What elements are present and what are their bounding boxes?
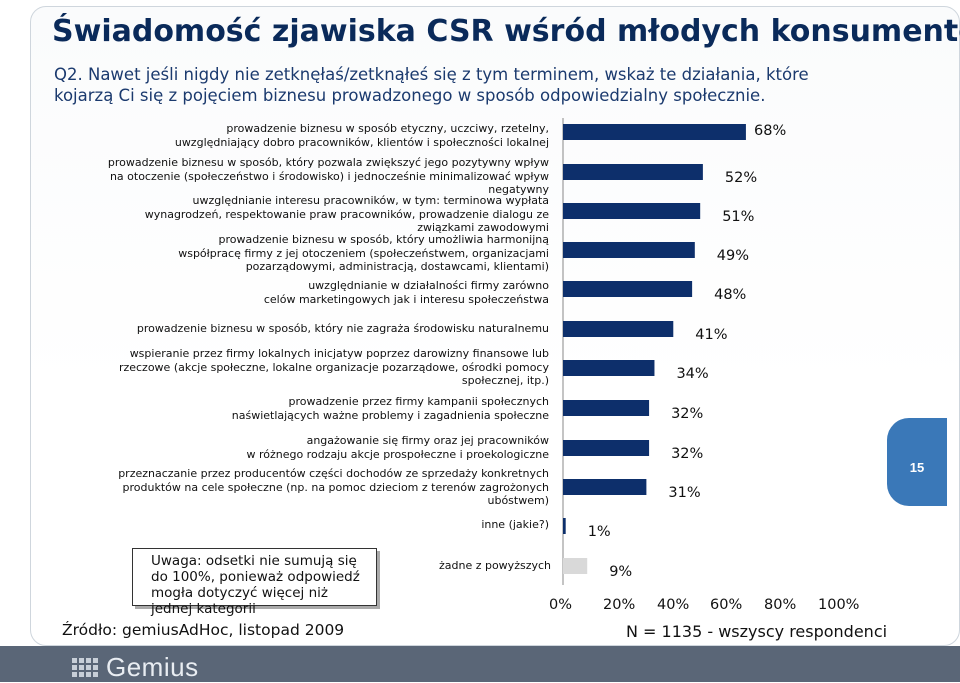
question-text: Q2. Nawet jeśli nigdy nie zetknęłaś/zetk… — [54, 65, 809, 105]
value-label: 52% — [724, 170, 758, 186]
bar — [563, 518, 566, 534]
bar — [563, 203, 701, 219]
category-label: inne (jakie?) — [481, 518, 549, 531]
category-label: angażowanie się firmy oraz jej pracownik… — [246, 434, 549, 461]
x-tick-label: 80% — [764, 597, 797, 613]
category-label: prowadzenie biznesu w sposób, który umoż… — [178, 233, 549, 273]
bar — [563, 281, 693, 297]
category-label: uwzględnianie w działalności firmy zarów… — [263, 279, 549, 306]
value-label: 31% — [668, 485, 701, 501]
gemius-logo: Gemius — [72, 652, 199, 683]
value-label: 34% — [676, 366, 709, 382]
bar — [563, 558, 588, 574]
category-label: prowadzenie biznesu w sposób, który pozw… — [107, 156, 549, 196]
value-label: 32% — [671, 446, 704, 462]
value-label: 68% — [754, 123, 787, 139]
x-tick-label: 40% — [657, 597, 690, 613]
x-tick-label: 60% — [710, 597, 743, 613]
x-tick-label: 0% — [549, 597, 573, 613]
note-text: Uwaga: odsetki nie sumują się do 100%, p… — [151, 553, 360, 617]
sample-size-text: N = 1135 - wszyscy respondenci — [626, 622, 888, 641]
bar — [563, 242, 695, 258]
bar — [563, 360, 655, 376]
category-label: przeznaczanie przez producentów części d… — [118, 467, 549, 507]
value-label: 51% — [722, 209, 755, 225]
category-label: żadne z powyższych — [438, 559, 551, 572]
value-label: 41% — [695, 327, 728, 343]
value-label: 32% — [671, 406, 704, 422]
value-label: 9% — [609, 564, 633, 580]
logo-mark-icon — [72, 658, 98, 677]
bar — [563, 321, 674, 337]
slide-card — [30, 6, 960, 646]
footer-bar — [0, 646, 960, 682]
page-number-badge: 15 — [887, 418, 947, 506]
x-tick-label: 100% — [818, 597, 860, 613]
value-label: 49% — [716, 248, 750, 264]
x-tick-label: 20% — [603, 597, 636, 613]
category-label: prowadzenie biznesu w sposób, który nie … — [136, 322, 549, 335]
note-box: Uwaga: odsetki nie sumują się do 100%, p… — [132, 548, 377, 617]
bar — [563, 400, 650, 416]
slide-title: Świadomość zjawiska CSR wśród młodych ko… — [52, 14, 960, 49]
category-label: wspieranie przez firmy lokalnych inicjat… — [118, 347, 549, 387]
bar — [563, 479, 647, 495]
category-label: prowadzenie przez firmy kampanii społecz… — [231, 395, 549, 422]
value-label: 1% — [587, 524, 611, 540]
category-label: uwzględnianie interesu pracowników, w ty… — [144, 194, 549, 234]
bar — [563, 164, 703, 180]
category-label: prowadzenie biznesu w sposób etyczny, uc… — [174, 122, 549, 149]
logo-text: Gemius — [106, 652, 199, 682]
page-number: 15 — [909, 460, 925, 475]
value-label: 48% — [714, 287, 747, 303]
source-text: Źródło: gemiusAdHoc, listopad 2009 — [62, 621, 345, 639]
bar — [563, 440, 650, 456]
bar — [563, 124, 746, 140]
